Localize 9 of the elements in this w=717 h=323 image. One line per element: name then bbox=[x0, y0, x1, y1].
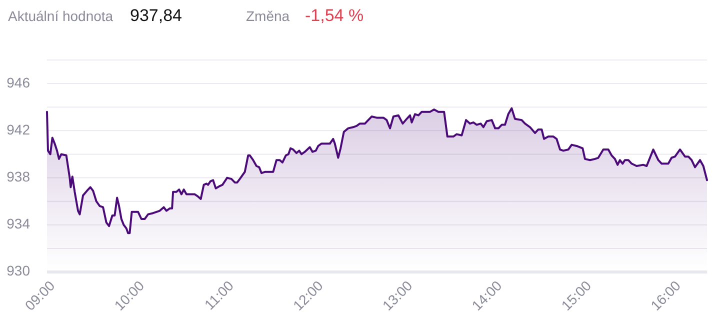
text: -1,54 % bbox=[305, 6, 364, 25]
y-tick-label: 942 bbox=[6, 121, 30, 138]
y-tick-label: 934 bbox=[6, 216, 30, 232]
y-tick-label: 938 bbox=[6, 168, 30, 184]
text: Změna bbox=[246, 8, 290, 24]
y-tick-label: 946 bbox=[6, 74, 30, 90]
text: 937,84 bbox=[130, 6, 182, 25]
text: Aktuální hodnota bbox=[8, 8, 114, 24]
y-tick-label: 930 bbox=[6, 262, 30, 279]
